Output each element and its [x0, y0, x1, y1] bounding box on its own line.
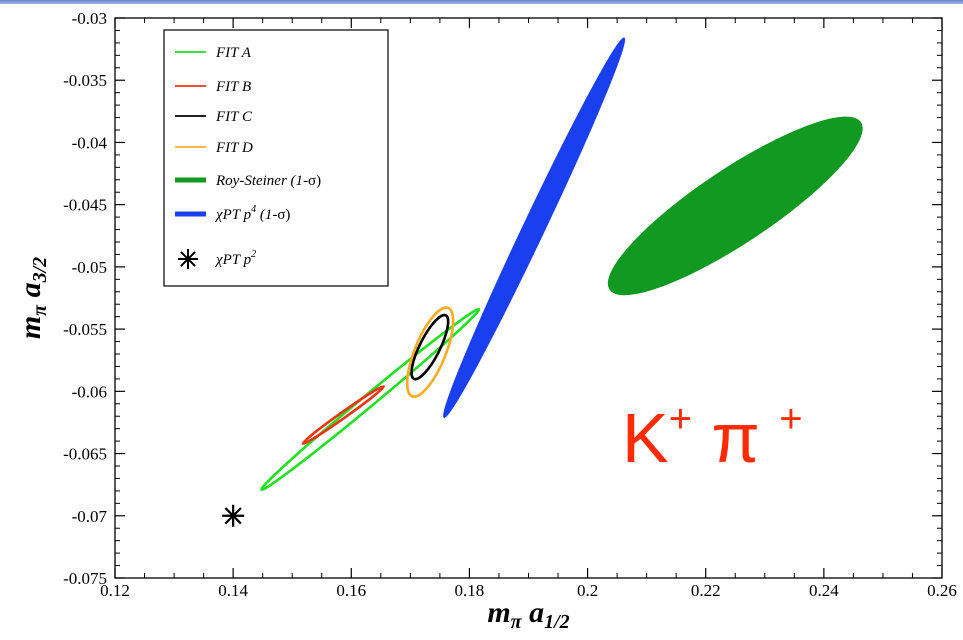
y-tick-label: -0.04 [72, 133, 108, 152]
y-tick-label: -0.03 [72, 9, 107, 28]
y-tick-label: -0.07 [72, 507, 108, 526]
x-tick-label: 0.18 [455, 581, 485, 600]
x-tick-label: 0.22 [691, 581, 721, 600]
star-point-0 [222, 504, 245, 527]
legend-label-4: Roy-Steiner (1-σ) [215, 173, 321, 189]
legend-label-6: χPT p2 [214, 249, 256, 268]
y-tick-label: -0.06 [72, 382, 107, 401]
legend: FIT A FIT B FIT C FIT D Roy-Steiner (1-σ) χPT… [163, 29, 389, 287]
legend-label-0: FIT A [215, 45, 252, 61]
x-tick-label: 0.2 [577, 581, 598, 600]
x-tick-label: 0.14 [218, 581, 248, 600]
ticks-layer: 0.12 0.14 0.16 0.18 0.2 0.22 0.24 0.26 -0.075 -0.… [63, 9, 957, 600]
y-tick-label: -0.035 [63, 71, 107, 90]
legend-label-2: FIT C [215, 109, 253, 125]
x-axis-title: mπ a1/2 [487, 596, 569, 633]
y-tick-label: -0.055 [63, 320, 107, 339]
legend-box [163, 29, 389, 287]
chart-annotation: K+ π + [622, 397, 803, 477]
series-layer [222, 37, 863, 527]
series-3-ellipse [405, 306, 455, 398]
series-2-ellipse [410, 313, 450, 381]
legend-label-3: FIT D [215, 140, 253, 156]
series-1-ellipse [301, 384, 386, 446]
y-tick-label: -0.05 [72, 258, 107, 277]
x-tick-label: 0.16 [336, 581, 366, 600]
legend-label-1: FIT B [215, 79, 251, 95]
series-4-ellipse [607, 116, 863, 296]
x-tick-label: 0.26 [927, 581, 957, 600]
series-5-ellipse [443, 37, 626, 419]
legend-label-5: χPT p4 (1-σ) [214, 204, 290, 223]
x-tick-label: 0.24 [809, 581, 839, 600]
window-top-bar [0, 0, 963, 4]
y-tick-label: -0.045 [63, 196, 107, 215]
x-tick-label: 0.12 [100, 581, 130, 600]
y-tick-label: -0.065 [63, 445, 107, 464]
y-axis-title: mπ a3/2 [14, 257, 51, 339]
legend-swatch-6 [178, 249, 198, 269]
y-tick-label: -0.075 [63, 569, 107, 588]
